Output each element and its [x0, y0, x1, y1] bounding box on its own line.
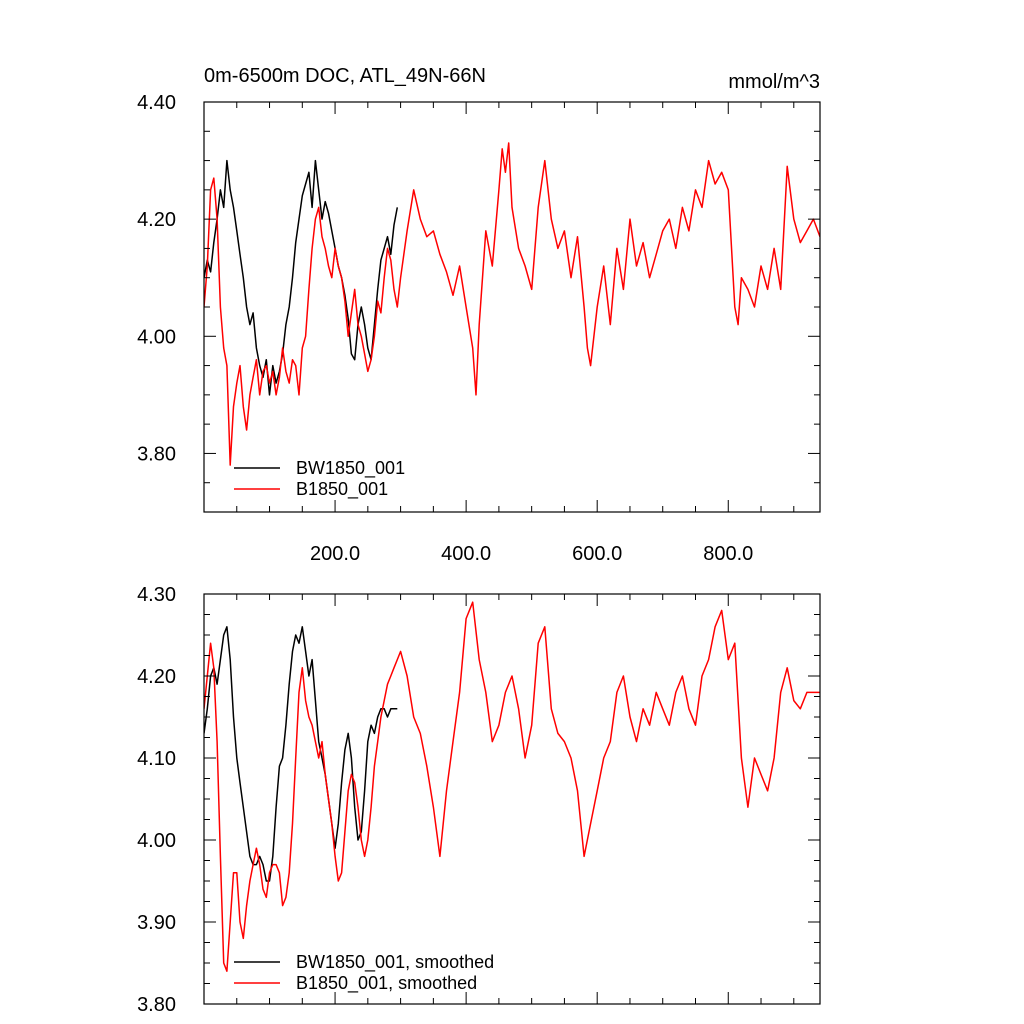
- bottom-series-line-1: [204, 601, 820, 972]
- bottom-ytick-label: 4.20: [137, 666, 176, 688]
- top-series-line-1: [204, 142, 820, 466]
- top-legend-label-0: BW1850_001: [296, 458, 405, 479]
- top-ytick-label: 3.80: [137, 443, 176, 465]
- bottom-legend-label-0: BW1850_001, smoothed: [296, 952, 494, 973]
- bottom-ytick-label: 3.90: [137, 912, 176, 934]
- top-plot-frame: [203, 101, 821, 513]
- bottom-ytick-label: 3.80: [137, 994, 176, 1016]
- top-xtick-label: 800.0: [703, 543, 753, 565]
- top-xtick-label: 200.0: [310, 543, 360, 565]
- top-xtick-label: 400.0: [441, 543, 491, 565]
- top-ytick-label: 4.40: [137, 92, 176, 114]
- bottom-series-line-0: [204, 626, 398, 882]
- top-series-line-0: [204, 159, 399, 396]
- top-xtick-label: 600.0: [572, 543, 622, 565]
- top-legend-label-1: B1850_001: [296, 479, 388, 500]
- top-ytick-label: 4.20: [137, 209, 176, 231]
- bottom-panel: 3.80 3.90 4.00 4.10 4.20 4.30 BW1850_001, smoo…: [137, 584, 821, 1016]
- bottom-legend-label-1: B1850_001, smoothed: [296, 973, 477, 994]
- bottom-ytick-label: 4.00: [137, 830, 176, 852]
- top-ytick-label: 4.00: [137, 326, 176, 348]
- top-panel: 3.80 4.00 4.20 4.40 200.0 400.0 600.0 800.0 0m-6…: [137, 65, 821, 565]
- bottom-ytick-label: 4.10: [137, 748, 176, 770]
- units-label: mmol/m^3: [728, 71, 820, 93]
- chart-title: 0m-6500m DOC, ATL_49N-66N: [204, 65, 486, 87]
- bottom-ytick-label: 4.30: [137, 584, 176, 606]
